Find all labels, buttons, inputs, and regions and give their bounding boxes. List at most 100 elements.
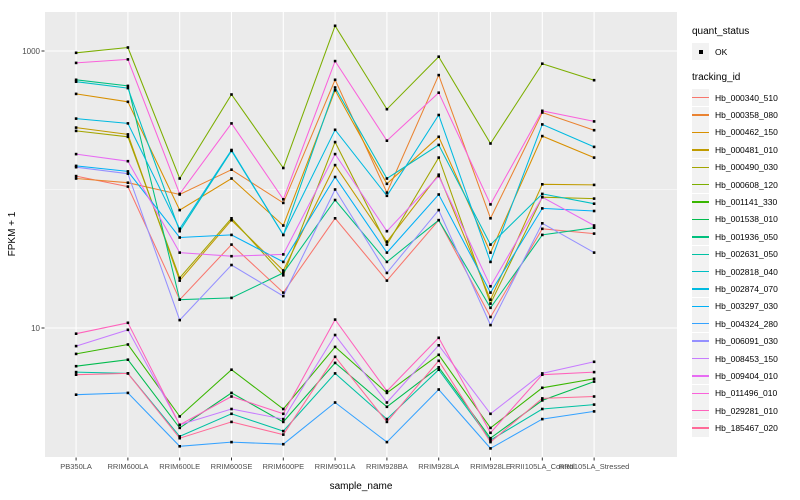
x-tick-label-RRII105LA_Stressed: RRII105LA_Stressed <box>559 462 629 471</box>
data-point <box>437 344 440 347</box>
data-point <box>489 323 492 327</box>
data-point <box>489 142 492 145</box>
data-point <box>178 298 181 301</box>
data-point <box>489 306 492 310</box>
data-point <box>333 401 337 404</box>
data-point <box>178 318 181 322</box>
data-point <box>385 194 389 198</box>
data-point <box>592 120 596 123</box>
legend-line-swatch <box>692 427 709 429</box>
data-point <box>592 128 596 132</box>
legend-item-label: Hb_003297_030 <box>715 301 778 312</box>
legend-item-label: Hb_011496_010 <box>715 388 778 399</box>
data-point <box>592 197 596 200</box>
data-point <box>541 399 544 402</box>
data-point <box>333 355 337 359</box>
data-point <box>74 152 78 156</box>
data-point <box>333 89 337 92</box>
legend-title-tracking-id: tracking_id <box>692 72 741 83</box>
data-point <box>126 135 130 139</box>
data-point <box>282 412 285 416</box>
data-point <box>230 168 233 171</box>
x-axis-title: sample_name <box>330 481 393 492</box>
legend-key-box <box>692 106 709 124</box>
data-point <box>541 233 544 237</box>
data-point <box>230 263 233 267</box>
x-tick-label-RRIM928LE: RRIM928LE <box>470 462 511 471</box>
data-point <box>282 260 285 264</box>
data-point <box>385 177 389 180</box>
legend-item-Hb_002818_040: Hb_002818_040 <box>692 263 798 281</box>
legend-line-swatch <box>692 410 709 412</box>
data-point <box>230 243 233 246</box>
legend-title-quant-status: quant_status <box>692 26 750 37</box>
data-point <box>126 391 130 395</box>
data-point <box>385 229 389 233</box>
data-point <box>437 366 440 369</box>
data-point <box>126 122 130 125</box>
data-point <box>541 134 544 138</box>
legend-line-swatch <box>692 305 709 308</box>
legend-item-Hb_001141_330: Hb_001141_330 <box>692 193 798 211</box>
data-point <box>385 107 389 111</box>
data-point <box>333 86 337 89</box>
data-point <box>385 420 389 424</box>
legend-item-Hb_029281_010: Hb_029281_010 <box>692 402 798 420</box>
legend-item-Hb_000608_120: Hb_000608_120 <box>692 176 798 194</box>
data-point <box>385 182 389 186</box>
legend-item-label: Hb_001538_010 <box>715 214 778 225</box>
data-point <box>74 78 78 82</box>
data-point <box>230 420 233 424</box>
data-point <box>126 159 130 163</box>
data-point <box>437 218 440 222</box>
data-point <box>178 229 181 233</box>
legend-item-quant-status-ok: OK <box>692 43 798 60</box>
legend-item-label: Hb_185467_020 <box>715 423 778 434</box>
data-point <box>230 217 233 220</box>
data-point <box>592 78 596 82</box>
data-point <box>126 358 130 361</box>
data-point <box>74 129 78 133</box>
data-point <box>178 208 181 212</box>
data-point <box>178 192 181 196</box>
data-point <box>230 296 233 300</box>
data-point <box>282 294 285 298</box>
point-marker-icon <box>698 49 703 54</box>
data-point <box>489 431 492 435</box>
data-point <box>385 260 389 264</box>
legend-item-label: Hb_002631_050 <box>715 249 778 260</box>
data-point <box>489 412 492 416</box>
data-point <box>126 372 130 375</box>
legend-item-label: Hb_000358_080 <box>715 110 778 121</box>
data-point <box>333 188 337 191</box>
legend-key-box <box>692 210 709 228</box>
data-point <box>541 417 544 421</box>
legend-item-label: Hb_004324_280 <box>715 318 778 329</box>
data-point <box>437 55 440 58</box>
data-point <box>489 291 492 294</box>
legend-line-swatch <box>692 323 709 325</box>
legend-item-Hb_001936_050: Hb_001936_050 <box>692 228 798 246</box>
data-point <box>437 156 440 159</box>
data-point <box>282 420 285 424</box>
legend-item-Hb_003297_030: Hb_003297_030 <box>692 297 798 315</box>
legend-item-Hb_002631_050: Hb_002631_050 <box>692 245 798 263</box>
data-point <box>126 321 130 325</box>
data-point <box>592 226 596 229</box>
data-point <box>385 191 389 194</box>
legend: quant_status OK tracking_id Hb_000340_51… <box>692 26 798 437</box>
data-point <box>230 122 233 125</box>
legend-key-box <box>692 384 709 402</box>
data-point <box>74 92 78 96</box>
data-point <box>178 415 181 418</box>
legend-key-box <box>692 419 709 437</box>
legend-key-box <box>692 89 709 107</box>
data-point <box>541 227 544 231</box>
legend-key-box <box>692 350 709 368</box>
data-point <box>385 279 389 282</box>
data-point <box>282 253 285 256</box>
data-point <box>385 391 389 395</box>
legend-item-Hb_185467_020: Hb_185467_020 <box>692 419 798 437</box>
data-point <box>178 426 181 430</box>
data-point <box>592 380 596 383</box>
